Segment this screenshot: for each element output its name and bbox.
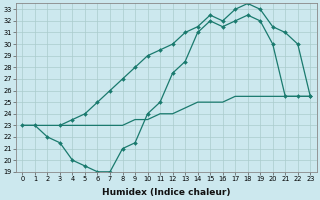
X-axis label: Humidex (Indice chaleur): Humidex (Indice chaleur): [102, 188, 231, 197]
